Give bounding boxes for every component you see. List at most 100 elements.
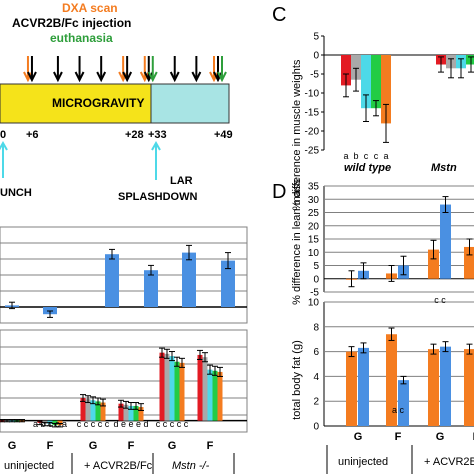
tick-label-49: +49 [214, 129, 233, 141]
left-top-errorbar-5 [225, 252, 231, 270]
injection-arrow-day-6-head [27, 71, 37, 83]
injection-arrow-day-12-head [53, 71, 63, 83]
left-top-panel: bcec [0, 226, 248, 342]
euthanasia-arrow-day-33-head [147, 71, 158, 83]
left-bottom-bar-5-2 [207, 369, 213, 421]
injection-arrow-day-17-head [74, 71, 85, 83]
left-bottom-bar-5-0 [197, 354, 203, 421]
dxa-arrow-day-49-head [209, 71, 219, 83]
left-bottom-bar-2-1 [85, 399, 91, 421]
panel-d-bottom-bar-1-2 [440, 346, 451, 426]
left-bottom-errorbar-3-4 [138, 403, 144, 411]
left-bottom-bar-3-3 [133, 405, 139, 421]
injection-arrow-day-33 [143, 56, 154, 83]
launch-label: UNCH [0, 187, 32, 199]
panel-d-top-ytick-label: 25 [308, 208, 320, 219]
dxa-arrow-day-6-head [23, 71, 33, 83]
left-bottom-category-4: G [168, 440, 177, 452]
left-bottom-errorbar-3-3 [133, 402, 139, 410]
panel-d-top-errorbar-0-3 [466, 238, 473, 256]
panel-c-ylabel: % difference in muscle weights [291, 59, 303, 210]
panel-c-errorbar-1-2 [458, 58, 464, 79]
panel-d-bottom-ytick-label: 6 [313, 347, 319, 358]
panel-d-category-0: G [354, 431, 363, 443]
panel-d-bottom-bar-1-1 [398, 380, 409, 426]
panel-c-ytick-label: -5 [310, 70, 319, 81]
panel-d-bottom-errorbar-0-3 [466, 343, 473, 355]
left-bottom-bar-2-4 [100, 402, 106, 421]
group-label-uninjected: uninjected [4, 460, 54, 472]
panel-d-bottom-errorbar-0-2 [430, 343, 437, 355]
panel-c-ytick-label: -20 [305, 127, 320, 138]
left-bottom-errorbar-2-2 [90, 396, 96, 405]
left-bottom-bar-5-4 [217, 371, 223, 421]
left-bottom-bar-1-4 [57, 420, 63, 426]
left-bottom-errorbar-1-0 [37, 420, 43, 426]
left-bottom-sig-letters-2: c c c c c [77, 419, 110, 429]
panel-d-bottom-ytick-label: 4 [313, 372, 319, 383]
euthanasia-arrow-day-33 [147, 56, 158, 83]
left-bottom-sig-letters-1: a b c c a [33, 419, 67, 429]
left-bottom-errorbar-5-2 [207, 364, 213, 375]
panel-d-bottom-bar-0-0 [346, 351, 357, 426]
panel-d-top-errorbar-1-2 [442, 196, 449, 213]
panel-d-top-ytick-label: 10 [308, 248, 320, 259]
injection-arrow-day-49 [213, 56, 223, 83]
left-bottom-errorbar-2-1 [85, 395, 91, 404]
panel-c-errorbar-1-1 [448, 58, 454, 79]
dxa-arrow-day-49 [209, 56, 219, 83]
lar-label: LAR [170, 175, 193, 187]
panel-c-errorbar-1-3 [468, 56, 474, 73]
panel-d-top-ytick-label: 5 [313, 261, 319, 272]
panel-d-bottom-errorbar-0-0 [348, 346, 355, 358]
panel-d-bottom-ytick-label: 10 [308, 298, 320, 309]
left-bottom-bar-4-2 [169, 356, 175, 421]
microgravity-label: MICROGRAVITY [52, 96, 144, 110]
injection-arrow-day-28-head [122, 71, 133, 83]
panel-c-errorbar-0-3 [373, 100, 379, 117]
panel-d-top-bar-1-2 [440, 204, 451, 279]
left-bottom-errorbar-1-2 [47, 421, 53, 427]
panel-c-bar-0-1 [351, 55, 361, 80]
tick-label-0: 0 [0, 129, 6, 141]
left-bottom-errorbar-4-3 [174, 356, 180, 367]
euthanasia-arrow-day-49-head [217, 71, 227, 83]
left-bottom-errorbar-5-1 [202, 352, 208, 363]
injection-arrow-day-28 [122, 56, 133, 83]
timeline: MICROGRAVITY 0 +6 +28 +33 +49 UNCH LAR S… [0, 56, 233, 203]
left-top-bar-5 [221, 260, 235, 307]
injection-arrow-day-17 [74, 56, 85, 83]
panel-d-bottom-bar-0-1 [386, 334, 397, 426]
legend-injection-label: ACVR2B/Fc injection [12, 16, 131, 30]
panel-d-top-bar-0-3 [464, 246, 474, 279]
left-bottom-bar-3-0 [118, 403, 124, 421]
left-bottom-sig-letters-3: d e e e d [113, 419, 148, 429]
left-bottom-errorbar-5-0 [197, 349, 203, 360]
injection-arrow-day-49-head [213, 71, 223, 83]
panel-d-bottom-errorbar-1-0 [360, 342, 367, 354]
splashdown-label: SPLASHDOWN [118, 191, 198, 203]
left-bottom-bar-3-2 [128, 405, 134, 421]
left-bottom-category-0: G [8, 440, 17, 452]
panel-c-sig-letter-4: a [383, 151, 388, 161]
panel-c-errorbar-0-2 [363, 94, 369, 122]
panel-d-top-ylabel: % difference in lean mass [291, 179, 303, 305]
left-top-errorbar-3 [148, 264, 154, 276]
left-bottom-errorbar-2-0 [80, 394, 86, 402]
panel-d-bottom-ytick-label: 0 [313, 422, 319, 433]
left-bottom-sig-letters-4: c c c c c [156, 419, 189, 429]
panel-d-top-ytick-label: 35 [308, 182, 320, 193]
panel-d-top-sig-letters-2: c c [434, 295, 446, 305]
panel-c-label: C [272, 4, 286, 26]
panel-d-category-2: G [436, 431, 445, 443]
dxa-arrow-day-33-head [139, 71, 150, 83]
panel-c-bar-1-3 [466, 55, 474, 65]
panel-c-errorbar-1-0 [438, 56, 444, 73]
panel-d-top-errorbar-0-2 [430, 239, 437, 260]
microgravity-bar [0, 83, 152, 124]
left-bottom-category-5: F [207, 440, 214, 452]
left-bottom-bar-3-4 [138, 407, 144, 421]
panel-c-errorbar-0-1 [353, 67, 359, 92]
legend-dxa-label: DXA scan [62, 1, 118, 15]
